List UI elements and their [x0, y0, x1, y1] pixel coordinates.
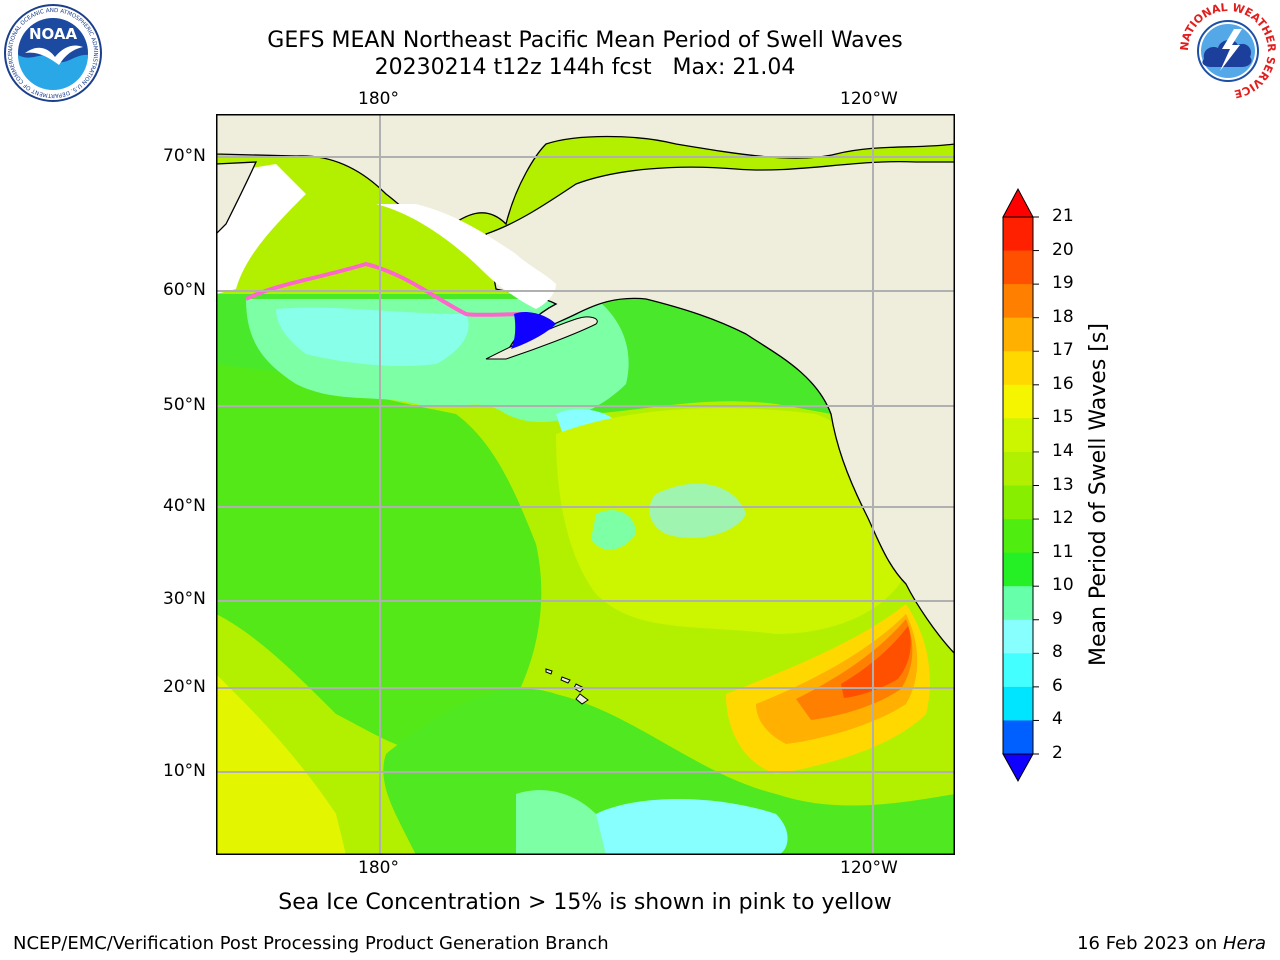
colorbar-tick-label: 11 [1052, 541, 1074, 562]
lat-label-10n: 10°N [163, 761, 206, 781]
colorbar-tick-label: 4 [1052, 709, 1063, 730]
colorbar-segment [1003, 250, 1033, 285]
colorbar [1002, 187, 1039, 783]
colorbar-tick-label: 2 [1052, 743, 1063, 763]
colorbar-segment [1003, 653, 1033, 688]
colorbar-segment [1003, 552, 1033, 587]
map-title: GEFS MEAN Northeast Pacific Mean Period … [267, 28, 903, 53]
svg-text:NOAA: NOAA [29, 25, 78, 43]
colorbar-tick-label: 9 [1052, 608, 1063, 629]
footer-machine: Hera [1222, 933, 1266, 954]
colorbar-tick-label: 8 [1052, 642, 1063, 663]
lat-label-40n: 40°N [163, 496, 206, 516]
footer-credit: NCEP/EMC/Verification Post Processing Pr… [13, 933, 609, 954]
swell-period-map [216, 114, 955, 855]
lat-label-70n: 70°N [163, 146, 206, 166]
colorbar-segment [1003, 384, 1033, 419]
colorbar-segment [1003, 586, 1033, 621]
map-subtitle: 20230214 t12z 144h fcst Max: 21.04 [374, 55, 796, 80]
lat-label-50n: 50°N [163, 395, 206, 415]
colorbar-tick-label: 19 [1052, 273, 1074, 294]
lat-label-60n: 60°N [163, 280, 206, 300]
colorbar-segment [1003, 720, 1033, 755]
lon-label-top-120w: 120°W [840, 89, 898, 109]
colorbar-segment [1003, 418, 1033, 453]
colorbar-tick-label: 12 [1052, 508, 1074, 529]
nws-logo: NATIONAL WEATHER SERVICE [1178, 1, 1278, 100]
lon-label-bottom-180: 180° [358, 858, 399, 878]
colorbar-segment [1003, 519, 1033, 554]
colorbar-tick-label: 6 [1052, 675, 1063, 696]
colorbar-segment [1003, 351, 1033, 386]
colorbar-segment [1003, 284, 1033, 319]
colorbar-segment [1003, 217, 1033, 252]
lon-label-bottom-120w: 120°W [840, 858, 898, 878]
noaa-logo: NATIONAL OCEANIC AND ATMOSPHERIC ADMINIS… [4, 4, 102, 102]
colorbar-segment [1003, 451, 1033, 486]
colorbar-tick-label: 20 [1052, 239, 1074, 260]
colorbar-tick-label: 10 [1052, 575, 1074, 596]
footer-date-text: 16 Feb 2023 on [1077, 933, 1223, 954]
colorbar-label: Mean Period of Swell Waves [s] [1086, 323, 1111, 666]
colorbar-tick-label: 15 [1052, 407, 1074, 428]
lon-label-top-180: 180° [358, 89, 399, 109]
lat-label-30n: 30°N [163, 589, 206, 609]
colorbar-segment [1003, 686, 1033, 721]
gridlines [216, 114, 955, 855]
colorbar-tick-label: 21 [1052, 206, 1074, 226]
green-band [216, 344, 542, 756]
colorbar-tick-label: 18 [1052, 306, 1074, 327]
sea-ice-note: Sea Ice Concentration > 15% is shown in … [278, 890, 892, 915]
colorbar-under-arrow [1002, 753, 1034, 783]
map-frame [216, 114, 955, 855]
land-north [216, 114, 955, 230]
colorbar-tick-label: 16 [1052, 373, 1074, 394]
colorbar-segment [1003, 317, 1033, 352]
lat-label-20n: 20°N [163, 677, 206, 697]
footer-date: 16 Feb 2023 on Hera [1077, 933, 1266, 954]
colorbar-tick-label: 17 [1052, 340, 1074, 361]
colorbar-segment [1003, 619, 1033, 654]
colorbar-over-arrow [1002, 187, 1034, 218]
colorbar-tick-label: 13 [1052, 474, 1074, 495]
colorbar-segment [1003, 485, 1033, 520]
colorbar-tick-label: 14 [1052, 440, 1074, 461]
